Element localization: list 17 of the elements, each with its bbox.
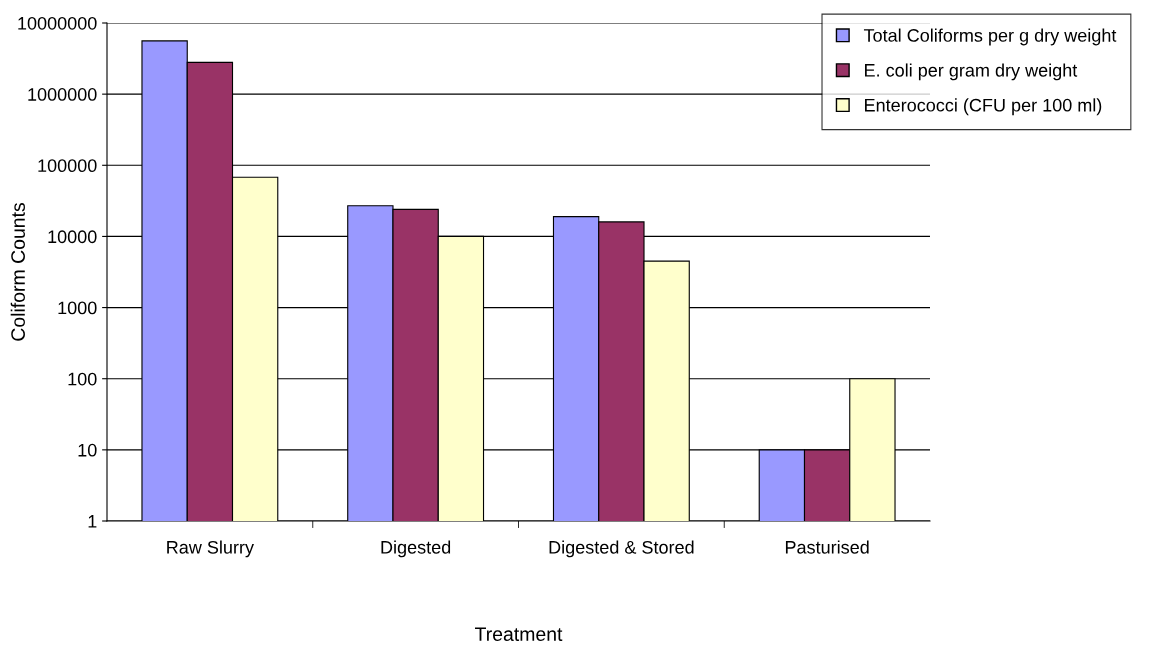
y-tick-label: 10000 xyxy=(48,230,97,244)
y-tick-label: 10 xyxy=(78,443,97,457)
x-tick-label: Raw Slurry xyxy=(167,540,254,558)
legend-label: Enterococci (CFU per 100 ml) xyxy=(865,98,1102,116)
x-tick-label: Pasturised xyxy=(785,540,869,554)
x-tick-label: Digested xyxy=(381,540,451,558)
y-tick-label: 1000 xyxy=(58,301,97,315)
legend-label: Total Coliforms per g dry weight xyxy=(863,28,1117,46)
y-tick-label: 1000000 xyxy=(28,88,97,101)
legend-label: E. coli per gram dry weight xyxy=(865,63,1078,81)
y-tick-label: 100000 xyxy=(38,159,97,173)
x-axis-title: Treatment xyxy=(475,627,563,641)
y-tick-label: 1 xyxy=(88,515,97,528)
y-axis-title: Coliform Counts xyxy=(10,203,25,341)
y-tick-label: 10000000 xyxy=(18,16,97,30)
x-tick-label: Digested & Stored xyxy=(549,540,694,558)
y-tick-label: 100 xyxy=(68,372,97,386)
